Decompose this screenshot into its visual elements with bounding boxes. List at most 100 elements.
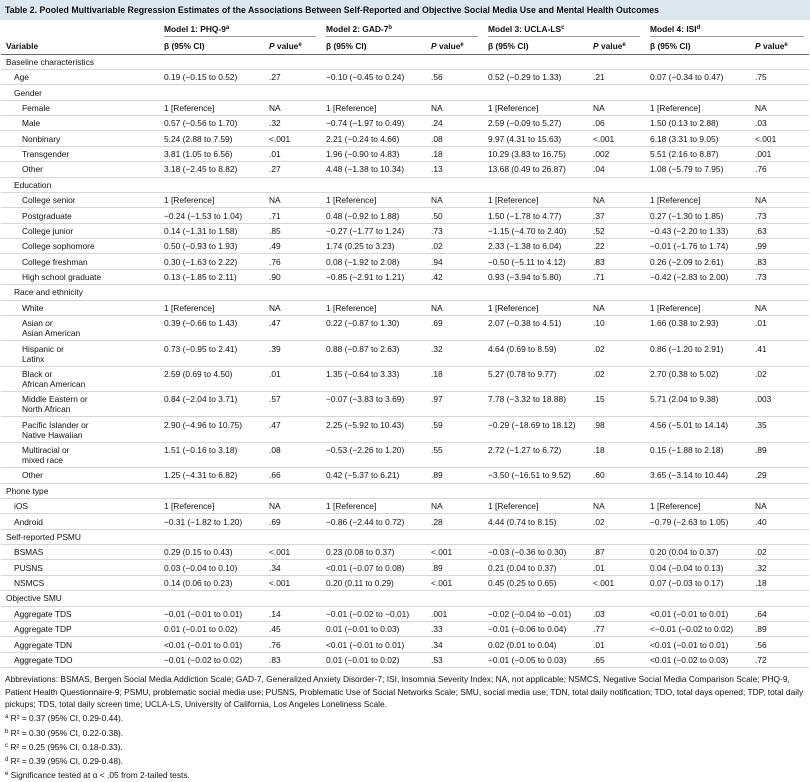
- p-value: .35: [750, 416, 810, 443]
- p-value: NA: [426, 100, 484, 117]
- header-cell: [1, 20, 159, 39]
- p-value: .47: [264, 416, 322, 443]
- p-value: .02: [750, 366, 810, 393]
- estimate: 5.24 (2.88 to 7.59): [159, 130, 264, 147]
- estimate: 1 [Reference]: [483, 300, 589, 316]
- estimate: 2.07 (−0.38 to 4.51): [483, 315, 589, 342]
- table-title: Table 2. Pooled Multivariable Regression…: [0, 0, 810, 20]
- p-value: .24: [426, 115, 484, 132]
- p-value: .13: [426, 161, 484, 178]
- p-value: .89: [426, 559, 484, 576]
- p-value: .98: [588, 416, 646, 443]
- estimate: 0.57 (−0.56 to 1.70): [159, 115, 264, 132]
- model-label: Model 4: ISId: [650, 24, 805, 37]
- estimate: −0.01 (−0.05 to 0.03): [483, 652, 589, 669]
- estimate: 0.29 (0.15 to 0.43): [159, 544, 264, 561]
- estimate: 1 [Reference]: [159, 300, 264, 316]
- p-value: NA: [264, 300, 322, 316]
- footnote: d R² = 0.39 (95% CI, 0.29-0.48).: [5, 755, 805, 768]
- table-row: Transgender 3.81 (1.05 to 6.56) .01 1.96 (−…: [1, 146, 810, 163]
- p-value: .60: [588, 467, 646, 484]
- table-row: White 1 [Reference] NA 1 [Reference] NA 1 [Re…: [1, 300, 810, 316]
- estimate: 7.78 (−3.32 to 18.88): [483, 391, 589, 418]
- estimate: 4.48 (−1.38 to 10.34): [321, 161, 427, 178]
- estimate: 2.25 (−5.92 to 10.43): [321, 416, 427, 443]
- table-row: Other 3.18 (−2.45 to 8.82) .27 4.48 (−1.38 …: [1, 161, 810, 178]
- estimate: 0.30 (−1.63 to 2.22): [159, 253, 264, 270]
- row-label: Aggregate TDN: [1, 636, 159, 653]
- p-value: .71: [264, 207, 322, 224]
- p-value: .75: [750, 69, 810, 86]
- p-value: .83: [750, 253, 810, 270]
- estimate: 2.70 (0.38 to 5.02): [645, 366, 751, 393]
- p-value: .01: [264, 146, 322, 163]
- p-value: .66: [264, 467, 322, 484]
- header-row: Variable β (95% CI) P valuee β (95% CI) P va…: [1, 39, 810, 55]
- estimate: 0.15 (−1.88 to 2.18): [645, 442, 751, 469]
- p-value: NA: [750, 192, 810, 209]
- table-row: Hispanic or Latinx 0.73 (−0.95 to 2.41) .3…: [1, 340, 810, 367]
- p-value: NA: [264, 498, 322, 515]
- p-value: .76: [750, 161, 810, 178]
- p-value: NA: [426, 300, 484, 316]
- estimate: <0.01 (−0.01 to 0.01): [321, 636, 427, 653]
- p-text: value: [276, 41, 299, 52]
- estimate: 3.81 (1.05 to 6.56): [159, 146, 264, 163]
- estimate: 0.02 (0.01 to 0.04): [483, 636, 589, 653]
- table-row: College senior 1 [Reference] NA 1 [Referenc…: [1, 192, 810, 209]
- estimate: −0.01 (−0.01 to 0.01): [159, 606, 264, 622]
- table-row: Other 1.25 (−4.31 to 6.82) .66 0.42 (−5.37 …: [1, 467, 810, 484]
- row-label: Transgender: [1, 146, 159, 163]
- estimate: −0.02 (−0.04 to −0.01): [483, 606, 589, 622]
- abbreviations: Abbreviations: BSMAS, Bergen Social Medi…: [5, 674, 804, 710]
- p-value: NA: [750, 300, 810, 316]
- header-cell: β (95% CI): [321, 39, 427, 55]
- estimate: −0.07 (−3.83 to 3.69): [321, 391, 427, 418]
- row-label: Other: [1, 467, 159, 484]
- p-value: .02: [426, 238, 484, 255]
- p-italic: P: [431, 41, 437, 52]
- p-value: .71: [588, 269, 646, 286]
- p-value: .89: [750, 621, 810, 638]
- estimate: 0.20 (0.11 to 0.29): [321, 575, 427, 592]
- estimate: 1 [Reference]: [483, 498, 589, 515]
- p-value: <.001: [264, 130, 322, 147]
- p-value: .83: [264, 652, 322, 669]
- p-value: .27: [264, 161, 322, 178]
- estimate: 2.59 (−0.09 to 5.27): [483, 115, 589, 132]
- row-label: Aggregate TDS: [1, 606, 159, 622]
- p-value: .64: [750, 606, 810, 622]
- row-label: iOS: [1, 498, 159, 515]
- p-value: .01: [750, 315, 810, 342]
- p-value: .97: [426, 391, 484, 418]
- footnote: c R² = 0.25 (95% CI, 0.18-0.33).: [5, 741, 805, 754]
- p-value: NA: [588, 498, 646, 515]
- estimate: 13.68 (0.49 to 26.87): [483, 161, 589, 178]
- p-sup: e: [622, 42, 626, 49]
- p-value: <.001: [426, 544, 484, 561]
- header-cell: β (95% CI): [159, 39, 264, 55]
- p-value: .40: [750, 513, 810, 530]
- p-value: .18: [588, 442, 646, 469]
- row-label: Self-reported PSMU: [1, 529, 810, 546]
- model-sup: d: [696, 25, 701, 31]
- table-row: Male 0.57 (−0.56 to 1.70) .32 −0.74 (−1.97 …: [1, 115, 810, 132]
- p-value: .06: [588, 115, 646, 132]
- row-label: Aggregate TDO: [1, 652, 159, 669]
- model-name: Model 2: GAD-7: [326, 24, 389, 34]
- estimate: 0.86 (−1.20 to 2.91): [645, 340, 751, 367]
- table-row: Multiracial or mixed race 1.51 (−0.16 to …: [1, 442, 810, 469]
- estimate: −0.10 (−0.45 to 0.24): [321, 69, 427, 86]
- estimate: 1.25 (−4.31 to 6.82): [159, 467, 264, 484]
- estimate: 1.50 (−1.78 to 4.77): [483, 207, 589, 224]
- p-value: .39: [264, 340, 322, 367]
- row-label: Other: [1, 161, 159, 178]
- estimate: −0.79 (−2.63 to 1.05): [645, 513, 751, 530]
- table-row: College freshman 0.30 (−1.63 to 2.22) .76 0…: [1, 253, 810, 270]
- model-label: Model 3: UCLA-LSc: [488, 24, 641, 37]
- estimate: 2.33 (−1.38 to 6.04): [483, 238, 589, 255]
- row-label: Middle Eastern or North African: [1, 391, 159, 418]
- p-value: .45: [264, 621, 322, 638]
- p-value: .04: [588, 161, 646, 178]
- p-value: .18: [426, 366, 484, 393]
